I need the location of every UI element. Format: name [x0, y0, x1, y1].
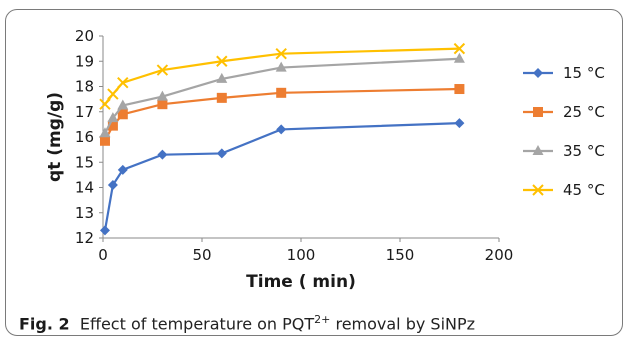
legend-item: 15 °C	[523, 64, 605, 82]
series-1	[99, 118, 465, 236]
legend-item: 45 °C	[523, 181, 605, 199]
data-point	[454, 84, 465, 95]
data-point	[107, 88, 119, 100]
legend: 15 °C 25 °C 35 °C 45 °C	[523, 64, 605, 199]
data-point	[216, 92, 227, 103]
y-tick-label: 19	[75, 52, 94, 70]
legend-label: 15 °C	[563, 64, 605, 82]
legend-label: 35 °C	[563, 142, 605, 160]
y-tick-label: 20	[75, 27, 94, 45]
data-point	[99, 98, 111, 110]
data-point	[107, 179, 118, 190]
data-point	[156, 90, 168, 101]
series-line	[103, 122, 460, 231]
data-point	[117, 99, 129, 110]
data-point	[276, 124, 287, 135]
figure-caption: Fig. 2 Effect of temperature on PQT2+ re…	[19, 313, 475, 333]
caption-text-end: removal by SiNPz	[330, 314, 476, 334]
x-axis-label: Time ( min)	[246, 272, 356, 292]
legend-item: 35 °C	[523, 142, 605, 160]
data-point	[454, 118, 465, 129]
x-tick-label: 100	[287, 246, 316, 264]
y-tick-label: 12	[75, 229, 94, 247]
legend-marker	[533, 68, 543, 78]
data-point	[216, 148, 227, 159]
figure-label: Fig. 2	[19, 314, 70, 334]
data-point	[275, 47, 287, 60]
legend-label: 45 °C	[563, 181, 605, 199]
y-tick-label: 17	[75, 103, 94, 121]
caption-text: Effect of temperature on PQT	[79, 314, 315, 334]
data-point	[99, 127, 111, 138]
series-3	[99, 52, 465, 138]
data-point	[99, 225, 110, 236]
data-point	[157, 149, 168, 160]
legend-marker	[532, 184, 544, 196]
data-point	[275, 61, 287, 72]
data-point	[107, 112, 119, 123]
data-point	[99, 135, 110, 146]
figure-frame: 12 13 14 15 16 17 18 19 20 0 50 100 150 200 Time ( mi…	[5, 9, 623, 336]
y-tick-label: 13	[75, 204, 94, 222]
x-tick-label: 150	[386, 246, 415, 264]
data-point	[117, 164, 128, 175]
y-tick-label: 15	[75, 153, 94, 171]
data-point	[216, 72, 228, 83]
data-point	[107, 120, 118, 131]
legend-item: 25 °C	[523, 103, 605, 121]
x-tick-label: 50	[192, 246, 211, 264]
y-axis-label: qt (mg/g)	[45, 92, 65, 182]
x-tick-label: 0	[98, 246, 108, 264]
series-2	[99, 84, 465, 146]
legend-marker	[532, 145, 544, 155]
data-point	[156, 64, 169, 76]
data-point	[453, 52, 465, 63]
data-point	[453, 42, 466, 55]
data-point	[117, 77, 129, 89]
legend-marker	[533, 107, 543, 117]
y-tick-label: 18	[75, 78, 94, 96]
x-tick-label: 200	[485, 246, 514, 264]
y-tick-label: 14	[75, 179, 94, 197]
caption-superscript: 2+	[314, 313, 331, 326]
legend-label: 25 °C	[563, 103, 605, 121]
data-point	[117, 109, 128, 120]
data-point	[157, 99, 168, 110]
chart-series	[99, 42, 466, 236]
data-point	[216, 55, 228, 67]
y-tick-label: 16	[75, 128, 94, 146]
series-4	[99, 42, 466, 110]
data-point	[276, 87, 287, 98]
